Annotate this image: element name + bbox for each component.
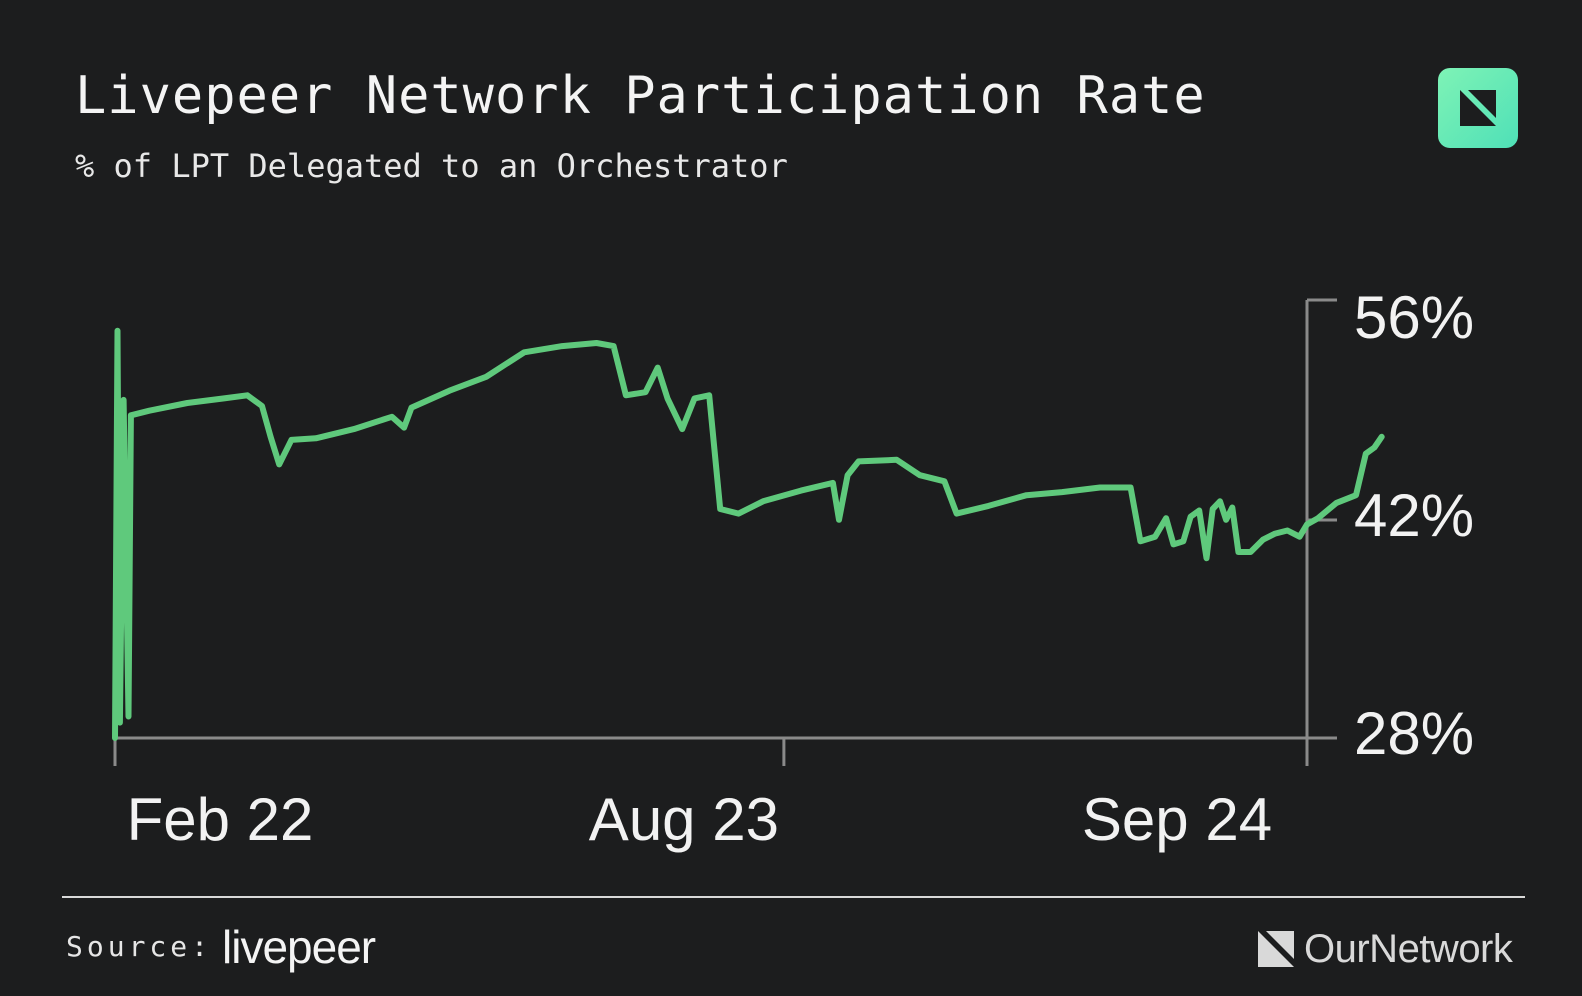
x-tick-label: Aug 23	[589, 786, 779, 853]
x-tick-label: Sep 24	[1082, 786, 1272, 853]
source-label: Source:	[66, 930, 213, 963]
y-tick-label: 56%	[1354, 284, 1474, 351]
y-tick-label: 42%	[1354, 482, 1474, 549]
line-chart: Feb 22 Aug 23 Sep 24 56% 42% 28%	[112, 284, 1474, 853]
tick-labels: Feb 22 Aug 23 Sep 24 56% 42% 28%	[127, 284, 1474, 853]
y-tick-label: 28%	[1354, 700, 1474, 767]
publisher-name: OurNetwork	[1304, 926, 1513, 971]
publisher-logo: OurNetwork	[1256, 924, 1513, 974]
livepeer-logo: livepeer	[222, 921, 376, 973]
footer-divider	[62, 896, 1525, 898]
x-tick-label: Feb 22	[127, 786, 314, 853]
chart-axes	[113, 298, 1337, 766]
chart-subtitle: % of LPT Delegated to an Orchestrator	[75, 147, 788, 185]
brand-badge	[1438, 68, 1518, 148]
series-layer	[112, 327, 1385, 741]
series-line	[112, 327, 1385, 741]
ournetwork-logo-icon	[1460, 90, 1496, 126]
chart-title: Livepeer Network Participation Rate	[75, 66, 1206, 126]
ournetwork-logo-icon	[1258, 931, 1294, 967]
